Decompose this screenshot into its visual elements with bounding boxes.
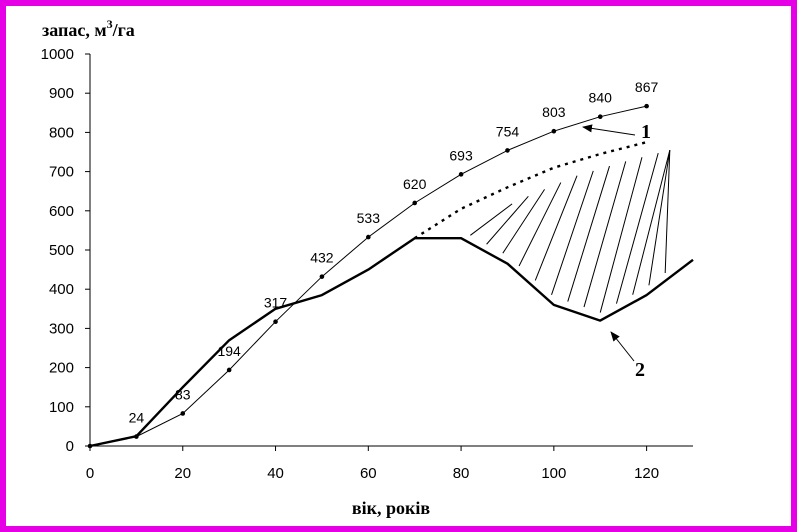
series-1-data-label: 317	[264, 295, 288, 311]
y-axis-title-sup: 3	[107, 17, 113, 31]
y-tick-label: 0	[66, 438, 74, 455]
x-axis-title: вік, років	[352, 498, 430, 518]
series-1-data-label: 24	[129, 410, 145, 426]
hatch-line	[551, 170, 594, 295]
callout-2-label: 2	[635, 359, 645, 381]
series-1-data-label: 754	[496, 123, 520, 139]
series-1-point	[412, 200, 417, 206]
y-tick-label: 900	[49, 85, 74, 102]
series-1-data-label: 693	[449, 147, 473, 163]
y-tick-label: 200	[49, 360, 74, 377]
x-tick-label: 20	[174, 465, 191, 482]
series-1-data-label: 803	[542, 104, 566, 120]
hatch-line	[502, 189, 545, 254]
y-tick-label: 400	[49, 281, 74, 298]
y-tick-label: 600	[49, 203, 74, 220]
hatch-line	[486, 196, 529, 245]
x-tick-label: 80	[453, 465, 470, 482]
hatch-line	[470, 203, 513, 236]
series-1-data-label: 432	[310, 250, 334, 266]
callout-2-arrow	[610, 331, 635, 362]
hatch-line	[648, 150, 671, 286]
y-tick-label: 100	[49, 399, 74, 416]
series-1-point	[505, 148, 510, 153]
x-tick-label: 40	[267, 465, 284, 482]
hatch-line	[664, 150, 671, 273]
series-1-data-label: 533	[357, 210, 381, 226]
series-1-point	[551, 128, 557, 134]
hatch-line	[599, 157, 643, 313]
series-2-line	[89, 236, 694, 448]
series-1-point	[226, 367, 232, 373]
x-tick-label: 100	[541, 465, 566, 482]
series-1-data-label: 83	[175, 386, 191, 402]
series-1-point	[458, 172, 464, 177]
series-1-point	[319, 274, 325, 279]
hatch-line	[615, 153, 659, 304]
callout-1-arrow	[582, 124, 636, 136]
chart: 0 100 200 300 400 500 600 700 800 900 1000 0 20 40 60 8…	[41, 17, 694, 518]
hatch-line	[534, 175, 578, 281]
series-1-point	[366, 234, 371, 240]
series-1-data-label: 840	[589, 90, 613, 106]
y-axis-title-suffix: /га	[112, 20, 135, 40]
y-tick-label: 800	[49, 124, 74, 141]
x-tick-label: 120	[634, 465, 659, 482]
x-tick-label: 60	[360, 465, 377, 482]
y-axis-title-base: запас, м	[42, 20, 107, 40]
x-tick-label: 0	[86, 465, 94, 482]
y-tick-label: 700	[49, 164, 74, 181]
series-1-point	[644, 103, 649, 109]
hatch-line	[518, 182, 562, 267]
hatched-region	[470, 150, 671, 313]
hatch-line	[583, 161, 627, 308]
callout-1-label: 1	[641, 121, 651, 143]
y-tick-label: 500	[49, 242, 74, 259]
series-1-point	[180, 411, 186, 416]
series-1-point	[273, 319, 278, 325]
series-1-data-label: 620	[403, 176, 427, 192]
hatch-line	[567, 165, 610, 302]
y-axis-title: запас, м3/га	[42, 17, 135, 40]
y-tick-label: 300	[49, 320, 74, 337]
series-1-data-label: 867	[635, 79, 659, 95]
series-1-line	[89, 105, 647, 447]
hatch-line	[632, 150, 671, 295]
series-1-point	[597, 114, 603, 120]
y-tick-label: 1000	[41, 46, 74, 63]
series-1-data-label: 194	[217, 343, 241, 359]
chart-frame: 0 100 200 300 400 500 600 700 800 900 1000 0 20 40 60 8…	[6, 6, 791, 526]
